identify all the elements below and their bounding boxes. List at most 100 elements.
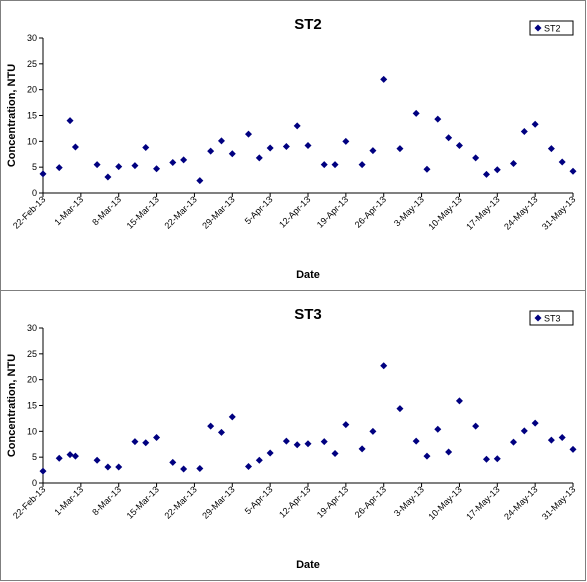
st2-data-point [369, 147, 377, 155]
st2-x-tick-label: 22-Mar-13 [162, 194, 198, 230]
st3-y-axis-label: Concentration, NTU [6, 354, 18, 457]
st2-data-point [180, 156, 188, 164]
st2-legend: ST2 [529, 20, 574, 36]
st2-data-point [266, 144, 274, 152]
st3-data-point [131, 438, 139, 446]
st2-x-tick-label: 3-May-13 [392, 194, 426, 228]
st2-y-tick-label: 10 [27, 136, 37, 146]
st2-data-point [131, 162, 139, 170]
st2-x-tick-label: 26-Apr-13 [353, 194, 388, 229]
chart-panel-st2: ST2 ST2 0 5 10 15 20 25 30 22-Feb-13 1-Mar-13 8-Mar… [0, 0, 586, 291]
st3-x-tick-label: 29-Mar-13 [200, 484, 236, 520]
st3-x-tick-label: 26-Apr-13 [353, 484, 388, 519]
st3-legend-label: ST3 [544, 314, 561, 324]
st3-data-point [531, 419, 539, 427]
st3-data-point [455, 397, 463, 405]
st2-data-point [482, 170, 490, 178]
st3-data-point [142, 439, 150, 447]
chart-st2-svg: ST2 ST2 0 5 10 15 20 25 30 22-Feb-13 1-Mar-13 8-Mar… [6, 16, 577, 281]
st2-data-point [380, 75, 388, 83]
st3-x-tick-label: 22-Feb-13 [11, 484, 47, 520]
st3-data-point [369, 427, 377, 435]
st3-data-point [180, 465, 188, 473]
st2-data-point [531, 120, 539, 128]
st3-y-tick-label: 15 [27, 401, 37, 411]
st3-x-tick-label: 5-Apr-13 [243, 484, 275, 516]
st2-data-point [282, 143, 290, 150]
st3-title: ST3 [294, 306, 322, 323]
st2-x-tick-label: 15-Mar-13 [125, 194, 161, 230]
st3-x-tick-label: 24-May-13 [502, 484, 539, 521]
st3-data-point [342, 421, 350, 429]
st3-data-point [396, 405, 404, 413]
st2-data-point [493, 166, 501, 174]
st3-data-point [245, 462, 253, 470]
st2-data-point [304, 141, 312, 149]
st2-data-point [228, 150, 236, 158]
st2-data-point [93, 161, 101, 169]
st2-data-point [39, 170, 47, 178]
st3-data-point [282, 437, 290, 445]
st2-y-tick-label: 5 [32, 162, 37, 172]
st3-data-point [493, 455, 501, 463]
st2-y-axis-label: Concentration, NTU [6, 64, 18, 167]
st2-data-point [66, 117, 74, 125]
st2-data-point [169, 159, 177, 167]
st3-y-tick-label: 10 [27, 426, 37, 436]
st2-x-tick-label: 10-May-13 [426, 194, 463, 231]
st2-data-point [342, 137, 350, 145]
st3-data-point [66, 451, 74, 459]
st3-x-tick-label: 17-May-13 [464, 484, 501, 521]
st3-data-point [358, 445, 366, 453]
st3-y-tick-label: 30 [27, 323, 37, 333]
st2-data-point [569, 167, 577, 175]
st3-data-point [304, 440, 312, 448]
st2-data-point [320, 161, 328, 169]
st2-x-tick-label: 5-Apr-13 [243, 194, 275, 226]
st3-data-point [196, 465, 204, 473]
st3-y-tick-label: 0 [32, 478, 37, 488]
st3-x-tick-label: 31-May-13 [540, 484, 577, 521]
st2-data-point [558, 158, 566, 166]
st2-x-tick-label: 19-Apr-13 [315, 194, 350, 229]
st3-data-point [510, 438, 518, 446]
st3-x-tick-label: 19-Apr-13 [315, 484, 350, 519]
st3-x-tick-label: 10-May-13 [426, 484, 463, 521]
st3-data-point [558, 434, 566, 442]
st2-x-axis-label: Date [296, 269, 320, 281]
st2-y-tick-label: 0 [32, 188, 37, 198]
st3-x-tick-label: 1-Mar-13 [52, 484, 85, 517]
st3-y-tick-label: 25 [27, 349, 37, 359]
st2-y-tick-label: 25 [27, 59, 37, 69]
st3-data-point [93, 456, 101, 464]
st2-data-point [396, 145, 404, 153]
st2-data-point [55, 164, 63, 172]
st2-data-point [412, 109, 420, 117]
st3-data-point [228, 413, 236, 421]
st3-data-point [266, 449, 274, 457]
st2-data-point [455, 141, 463, 149]
st2-x-tick-label: 17-May-13 [464, 194, 501, 231]
st2-data-point [104, 173, 112, 181]
st3-data-point [482, 455, 490, 463]
st3-data-point [255, 456, 263, 464]
st2-data-point [293, 122, 301, 130]
st3-data-point [331, 450, 339, 458]
st3-legend-box [529, 310, 574, 326]
st3-data-point [412, 437, 420, 445]
st2-y-tick-label: 15 [27, 111, 37, 121]
chart-panel-st3: ST3 ST3 0 5 10 15 20 25 30 22-Feb-13 1-Mar-13 8-Mar… [0, 290, 586, 581]
st3-data-point [547, 436, 555, 444]
st3-data-point [320, 438, 328, 446]
st2-data-point [71, 143, 79, 151]
st2-data-point [358, 161, 366, 169]
st3-data-point [169, 458, 177, 466]
st2-legend-marker [534, 24, 542, 32]
st3-data-point [115, 463, 123, 471]
st2-x-tick-label: 22-Feb-13 [11, 194, 47, 230]
st2-data-point [331, 161, 339, 169]
st2-title: ST2 [294, 16, 322, 33]
st2-data-point [547, 145, 555, 153]
st2-data-point [142, 144, 150, 152]
st2-x-tick-label: 24-May-13 [502, 194, 539, 231]
